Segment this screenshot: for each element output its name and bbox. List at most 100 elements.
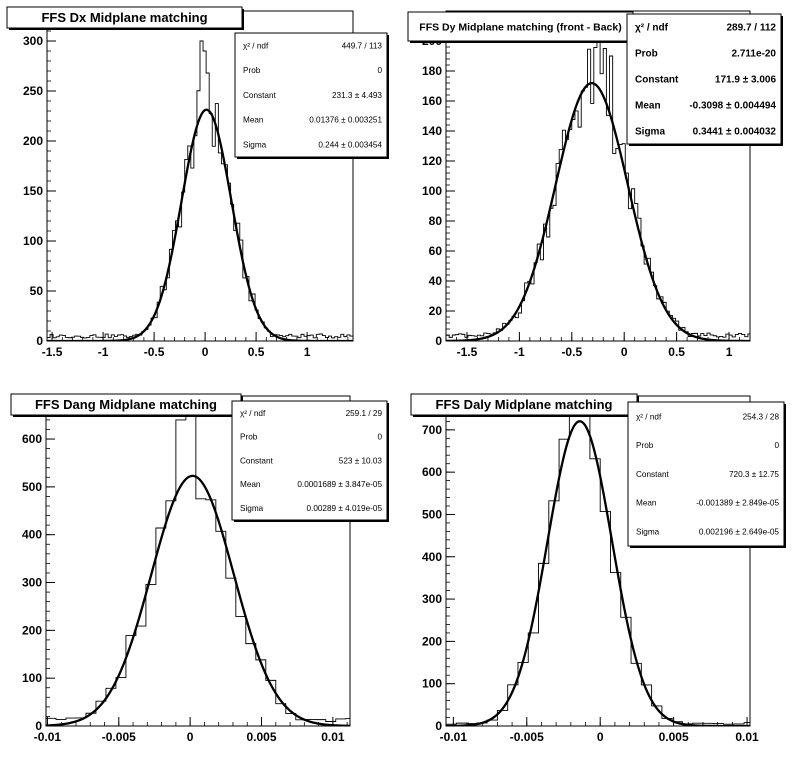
y-tick-label: 300	[23, 34, 43, 48]
gaussian-fit-line	[46, 474, 350, 726]
stats-label: Sigma	[243, 140, 267, 149]
fit-stats-box: χ² / ndf 259.1 / 29 Prob 0 Constant 523 ± 10.…	[231, 400, 389, 522]
y-tick-label: 700	[422, 423, 442, 437]
chart-title: FFS Dy Midplane matching (front - Back)	[419, 21, 621, 33]
x-tick-label: 0	[187, 730, 194, 744]
y-tick-label: 0	[36, 334, 43, 348]
stats-shadow	[781, 16, 783, 146]
y-tick-label: 100	[422, 677, 442, 691]
x-tick-label: 0	[621, 345, 628, 359]
x-tick-label: -0.005	[510, 730, 544, 744]
y-tick-label: 120	[422, 154, 442, 168]
title-shadow	[413, 415, 639, 417]
stats-label: χ² / ndf	[636, 412, 662, 421]
y-tick-label: 140	[422, 124, 442, 138]
stats-value: 171.9 ± 3.006	[715, 75, 777, 86]
chart-title: FFS Daly Midplane matching	[436, 397, 613, 412]
x-tick-label: 1	[304, 345, 311, 359]
stats-label: Prob	[240, 433, 258, 442]
y-tick-label: 400	[22, 528, 42, 542]
x-tick-label: 0.01	[735, 730, 759, 744]
stats-value: -0.3098 ± 0.004494	[689, 101, 776, 112]
stats-label: Mean	[240, 480, 261, 489]
y-tick-label: 200	[422, 634, 442, 648]
stats-label: Prob	[636, 441, 654, 450]
chart-title: FFS Dang Midplane matching	[35, 397, 217, 412]
stats-label: Constant	[635, 75, 679, 86]
x-tick-label: 0.01	[321, 730, 345, 744]
x-tick-label: -0.01	[34, 730, 62, 744]
x-tick-label: 0.005	[246, 730, 276, 744]
stats-frame	[626, 13, 782, 145]
y-tick-label: 400	[422, 550, 442, 564]
stats-shadow	[387, 403, 389, 522]
x-tick-label: -1	[514, 345, 525, 359]
stats-value: 0.01376 ± 0.003251	[309, 116, 382, 125]
stats-value: 289.7 / 112	[727, 23, 777, 34]
stats-frame	[627, 401, 785, 547]
title-shadow	[9, 28, 244, 30]
stats-value: 0	[774, 441, 779, 450]
y-tick-label: 300	[22, 576, 42, 590]
stats-shadow	[387, 35, 389, 159]
y-tick-label: 200	[22, 623, 42, 637]
chart-title-box: FFS Daly Midplane matching	[410, 393, 639, 417]
stats-label: Mean	[635, 101, 661, 112]
x-tick-label: 0	[597, 730, 604, 744]
stats-shadow	[629, 144, 783, 146]
stats-value: 0	[377, 66, 382, 75]
y-tick-label: 60	[429, 244, 443, 258]
fit-stats-box: χ² / ndf 254.3 / 28 Prob 0 Constant 720.3 ± 1…	[627, 401, 786, 548]
stats-value: -0.001389 ± 2.849e-05	[696, 499, 779, 508]
y-tick-label: 0	[435, 719, 442, 733]
stats-label: Sigma	[636, 527, 660, 536]
y-tick-label: 200	[23, 134, 43, 148]
y-tick-label: 80	[429, 214, 443, 228]
stats-label: Constant	[243, 91, 276, 100]
stats-label: χ² / ndf	[240, 409, 266, 418]
y-tick-label: 250	[23, 84, 43, 98]
chart-title-box: FFS Dy Midplane matching (front - Back)	[407, 11, 635, 43]
stats-frame	[231, 400, 388, 521]
stats-value: 0.002196 ± 2.649e-05	[699, 527, 780, 536]
stats-shadow	[237, 157, 389, 159]
stats-label: Sigma	[635, 127, 665, 138]
stats-value: 523 ± 10.03	[339, 456, 383, 465]
y-tick-label: 100	[23, 234, 43, 248]
y-tick-label: 600	[22, 432, 42, 446]
chart-panel-3: -0.01 -0.005 0 0.005 0.01 0 100 200 300 400 500 600…	[10, 393, 389, 744]
stats-shadow	[234, 520, 389, 522]
y-tick-label: 300	[422, 592, 442, 606]
stats-label: Constant	[636, 470, 669, 479]
stats-label: Mean	[636, 499, 657, 508]
stats-label: Mean	[243, 116, 264, 125]
stats-value: 0	[377, 433, 382, 442]
stats-label: χ² / ndf	[243, 41, 269, 50]
y-tick-label: 100	[422, 184, 442, 198]
stats-value: 0.244 ± 0.003454	[318, 140, 382, 149]
y-tick-label: 600	[422, 465, 442, 479]
stats-label: Prob	[243, 66, 261, 75]
x-tick-label: -0.005	[102, 730, 136, 744]
stats-label: χ² / ndf	[635, 23, 669, 34]
stats-label: Sigma	[240, 504, 264, 513]
stats-value: 449.7 / 113	[342, 41, 383, 50]
stats-value: 259.1 / 29	[346, 409, 383, 418]
chart-title-box: FFS Dx Midplane matching	[6, 6, 244, 30]
gaussian-fit-line	[446, 81, 750, 341]
stats-frame	[234, 32, 388, 158]
y-tick-label: 500	[422, 507, 442, 521]
title-shadow	[242, 9, 244, 30]
y-tick-label: 500	[22, 480, 42, 494]
x-tick-label: -0.5	[144, 345, 165, 359]
stats-value: 254.3 / 28	[743, 412, 780, 421]
chart-title-box: FFS Dang Midplane matching	[10, 393, 243, 417]
stats-value: 0.0001689 ± 3.847e-05	[297, 480, 382, 489]
y-tick-label: 100	[22, 671, 42, 685]
stats-shadow	[784, 404, 786, 548]
x-tick-label: -1.5	[42, 345, 63, 359]
stats-value: 0.3441 ± 0.004032	[693, 127, 777, 138]
x-tick-label: -0.5	[561, 345, 582, 359]
histogram-series	[47, 40, 353, 341]
